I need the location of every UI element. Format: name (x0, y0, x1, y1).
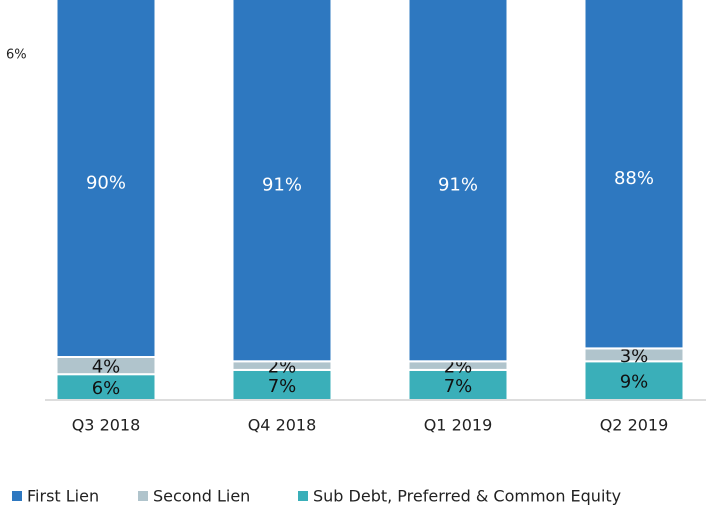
x-tick-label: Q4 2018 (248, 416, 317, 435)
bar-segment (55, 0, 157, 358)
bar-segment (231, 0, 333, 363)
x-tick-label: Q3 2018 (72, 416, 141, 435)
value-label: 7% (444, 376, 473, 397)
value-label: 91% (262, 175, 302, 196)
bar-segment (407, 0, 509, 363)
value-label: 7% (268, 376, 297, 397)
value-label: 88% (614, 168, 654, 189)
legend-swatch (298, 491, 308, 501)
value-label: 90% (86, 173, 126, 194)
annotation: 6% (6, 48, 27, 63)
value-label: 3% (620, 346, 649, 367)
value-label: 6% (92, 378, 121, 399)
value-label: 4% (92, 357, 121, 378)
bar-segment (231, 368, 333, 401)
value-label: 91% (438, 175, 478, 196)
legend-label: Sub Debt, Preferred & Common Equity (313, 487, 621, 506)
x-tick-label: Q2 2019 (600, 416, 669, 435)
bar-segment (407, 368, 509, 401)
legend-label: Second Lien (153, 487, 250, 506)
legend-swatch (138, 491, 148, 501)
legend-swatch (12, 491, 22, 501)
legend-label: First Lien (27, 487, 99, 506)
bar-segment (583, 0, 685, 350)
value-label: 9% (620, 372, 649, 393)
x-tick-label: Q1 2019 (424, 416, 493, 435)
